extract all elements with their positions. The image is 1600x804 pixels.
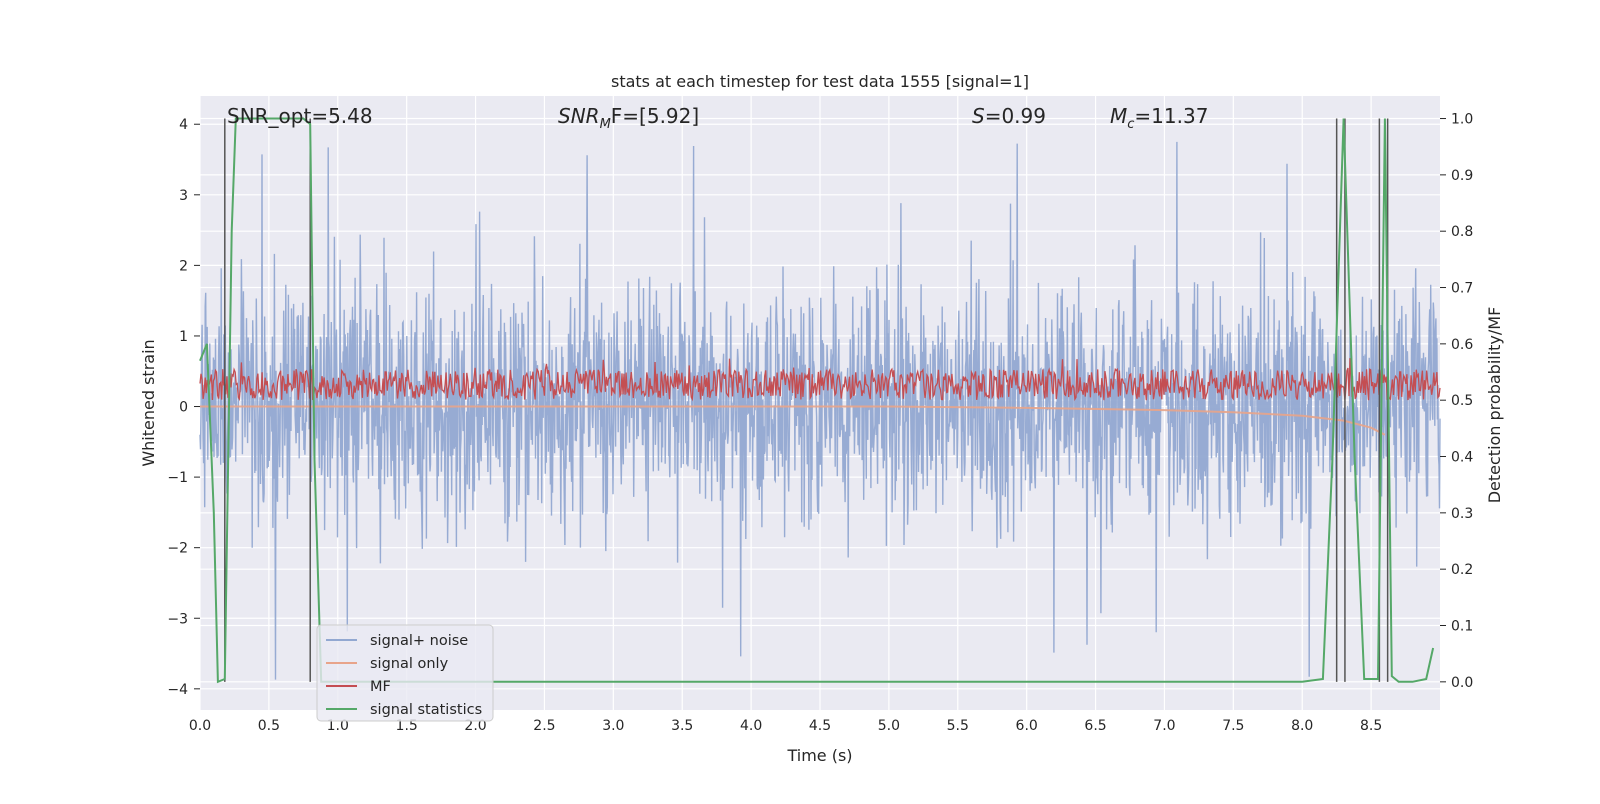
y-left-tick-label: 4 — [179, 117, 188, 133]
signal-only-line — [200, 405, 1386, 436]
y-right-tick-label: 0.0 — [1451, 675, 1473, 691]
x-tick-label: 2.5 — [533, 718, 555, 734]
mf-line — [199, 358, 1441, 402]
snr-mf-base: SNR — [558, 104, 600, 128]
x-tick-label: 6.0 — [1016, 718, 1038, 734]
legend-label-signal-noise: signal+ noise — [370, 633, 468, 649]
y-right-tick-label: 0.2 — [1451, 562, 1473, 578]
x-axis-label: Time (s) — [786, 746, 852, 765]
x-tick-label: 1.5 — [396, 718, 418, 734]
x-tick-label: 4.5 — [809, 718, 831, 734]
y-right-tick-label: 0.3 — [1451, 506, 1473, 522]
data-layer — [199, 141, 1441, 680]
x-tick-label: 2.0 — [464, 718, 486, 734]
y-right-tick-label: 0.6 — [1451, 337, 1473, 353]
x-tick-label: 7.0 — [1153, 718, 1175, 734]
x-tick-label: 5.5 — [947, 718, 969, 734]
y-left-tick-label: −1 — [167, 470, 188, 486]
mc-value: =11.37 — [1134, 104, 1208, 128]
x-tick-label: 0.5 — [258, 718, 280, 734]
x-tick-label: 4.0 — [740, 718, 762, 734]
legend-label-signal-statistics: signal statistics — [370, 702, 482, 718]
y-left-tick-label: 3 — [179, 188, 188, 204]
snr-mf-value: F=[5.92] — [611, 104, 699, 128]
x-tick-label: 3.5 — [671, 718, 693, 734]
legend-box — [316, 624, 494, 722]
x-tick-label: 8.0 — [1291, 718, 1313, 734]
y-right-tick-label: 0.1 — [1451, 619, 1473, 635]
snr-mf-subscript: M — [600, 117, 611, 132]
y-right-tick-label: 0.4 — [1451, 450, 1473, 466]
y-left-tick-label: −3 — [167, 611, 188, 627]
mc-annotation: Mc=11.37 — [1110, 104, 1208, 132]
signal-noise-line — [199, 141, 1441, 680]
y-left-tick-label: −4 — [167, 682, 188, 698]
x-tick-label: 0.0 — [189, 718, 211, 734]
y-left-tick-label: −2 — [167, 541, 188, 557]
legend: signal+ noise signal only MF signal stat… — [316, 624, 494, 722]
x-tick-label: 1.0 — [327, 718, 349, 734]
tick-layer: 0.0 0.5 1.0 1.5 2.0 2.5 3.0 3.5 4.0 4.5 5.0 5.5 6.0 6… — [167, 112, 1473, 734]
s-variable: S — [972, 104, 985, 128]
snr-mf-annotation: SNRMF=[5.92] — [558, 104, 699, 132]
signal-statistics-line — [199, 117, 1435, 684]
y-right-tick-label: 0.5 — [1451, 393, 1473, 409]
x-tick-label: 7.5 — [1222, 718, 1244, 734]
legend-label-mf: MF — [370, 679, 391, 695]
chart-title: stats at each timestep for test data 155… — [611, 72, 1029, 91]
y-left-tick-label: 0 — [179, 400, 188, 416]
snr-opt-annotation: SNR_opt=5.48 — [227, 104, 373, 128]
mc-subscript: c — [1127, 117, 1134, 132]
y-axis-label-right: Detection probability/MF — [1485, 307, 1504, 504]
s-annotation: S=0.99 — [972, 104, 1046, 128]
marker-layer — [199, 117, 1435, 684]
y-axis-label-left: Whitened strain — [139, 339, 158, 466]
x-tick-label: 5.0 — [878, 718, 900, 734]
y-right-tick-label: 1.0 — [1451, 112, 1473, 128]
y-right-tick-label: 0.8 — [1451, 224, 1473, 240]
mc-variable: M — [1110, 104, 1127, 128]
s-value: =0.99 — [985, 104, 1046, 128]
legend-label-signal-only: signal only — [370, 656, 449, 672]
y-left-tick-label: 1 — [179, 329, 188, 345]
x-tick-label: 8.5 — [1360, 718, 1382, 734]
x-tick-label: 6.5 — [1084, 718, 1106, 734]
y-right-tick-label: 0.9 — [1451, 168, 1473, 184]
y-right-tick-label: 0.7 — [1451, 281, 1473, 297]
y-left-tick-label: 2 — [179, 258, 188, 274]
x-tick-label: 3.0 — [602, 718, 624, 734]
